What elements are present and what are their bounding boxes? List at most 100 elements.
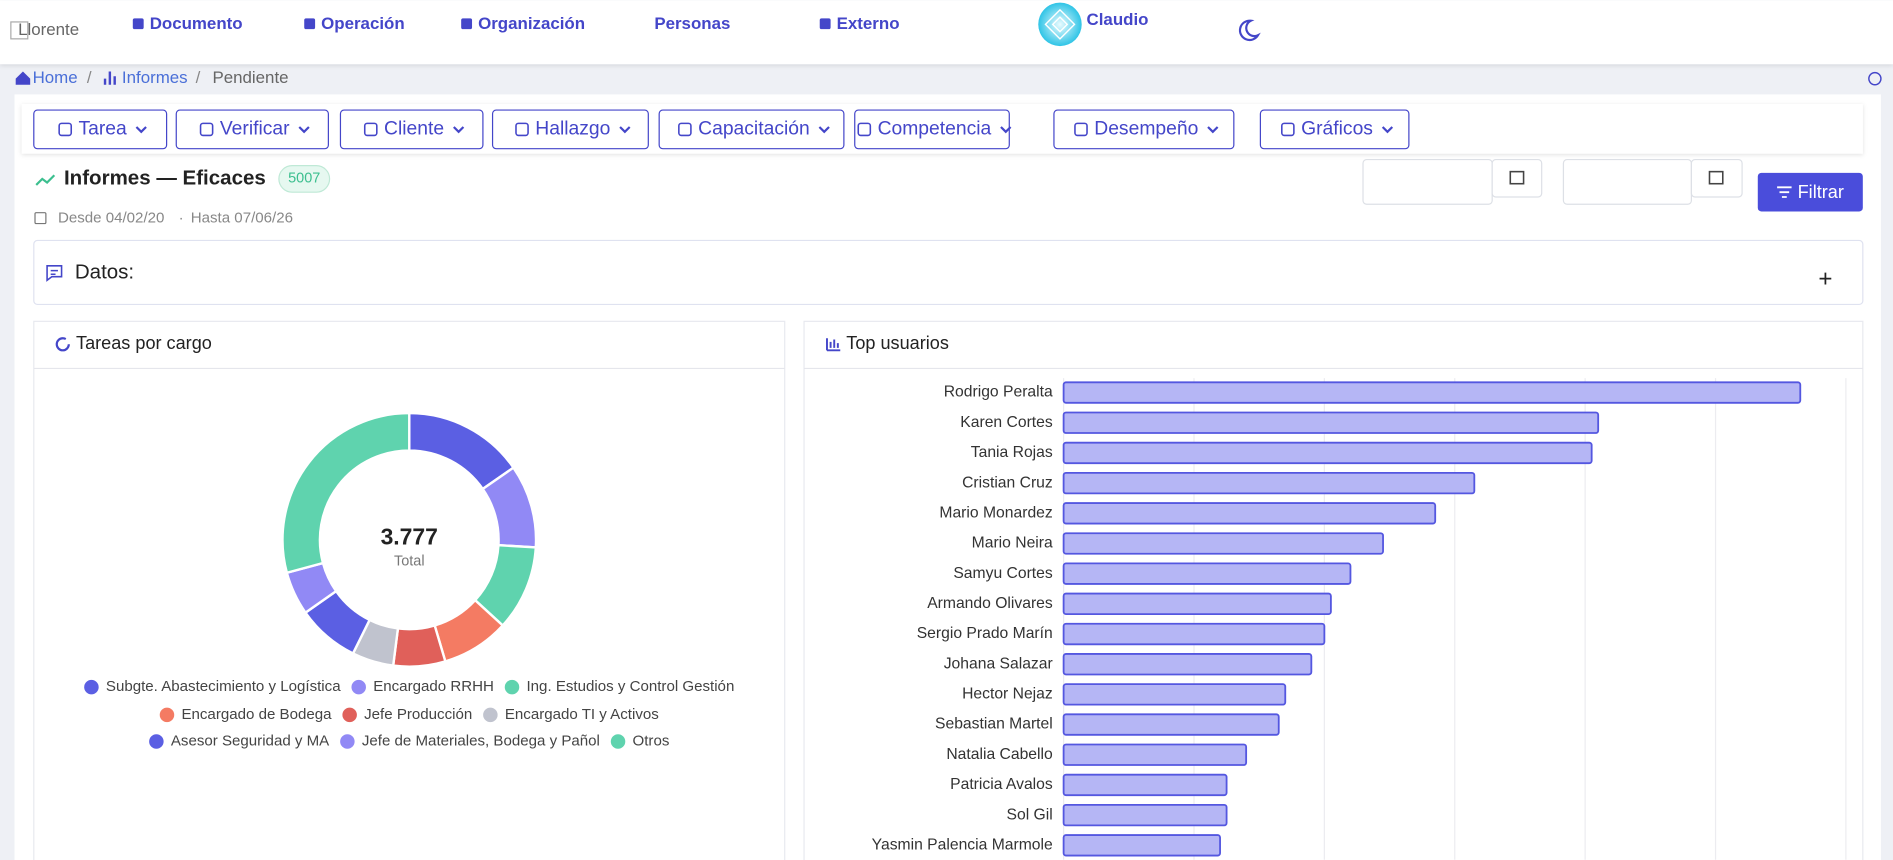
breadcrumb-informes[interactable]: Informes bbox=[122, 68, 188, 87]
toolbar-button[interactable] bbox=[33, 109, 168, 150]
donut-segment[interactable] bbox=[281, 411, 411, 575]
toolbar-button[interactable] bbox=[339, 109, 484, 150]
legend-swatch bbox=[504, 679, 520, 695]
toolbar-button[interactable] bbox=[175, 109, 329, 150]
legend: Subgte. Abastecimiento y Logística Encarg… bbox=[84, 678, 734, 749]
date-picker-button[interactable] bbox=[1690, 158, 1743, 198]
legend-item[interactable]: Otros bbox=[610, 732, 670, 749]
toolbar-button[interactable] bbox=[658, 109, 845, 150]
trend-icon bbox=[35, 174, 56, 186]
date-picker-button[interactable] bbox=[1491, 158, 1543, 198]
legend-swatch bbox=[159, 707, 175, 723]
comment-icon bbox=[46, 265, 63, 282]
toolbar-label[interactable]: Capacitación bbox=[698, 118, 810, 139]
legend-item[interactable]: Subgte. Abastecimiento y Logística bbox=[84, 678, 341, 695]
legend-item[interactable]: Encargado RRHH bbox=[351, 678, 494, 695]
bar-category-label: Samyu Cortes bbox=[953, 565, 1053, 582]
date-input-to[interactable] bbox=[1562, 158, 1692, 205]
home-icon bbox=[15, 71, 31, 85]
toolbar-icon bbox=[857, 122, 872, 137]
toolbar-label[interactable]: Desempeño bbox=[1094, 118, 1198, 139]
breadcrumb-separator: / bbox=[87, 68, 92, 87]
legend-label: Asesor Seguridad y MA bbox=[171, 732, 330, 749]
bar[interactable] bbox=[1062, 653, 1313, 676]
date-input-from[interactable] bbox=[1362, 158, 1493, 205]
bar[interactable] bbox=[1062, 743, 1248, 766]
toolbar-button[interactable] bbox=[491, 109, 649, 150]
breadcrumb-home[interactable]: Home bbox=[33, 68, 78, 87]
bar-category-label: Yasmin Palencia Marmole bbox=[872, 836, 1053, 853]
bar[interactable] bbox=[1062, 803, 1228, 827]
legend-swatch bbox=[342, 707, 357, 723]
nav-icon bbox=[132, 18, 144, 30]
theme-toggle[interactable] bbox=[1238, 19, 1261, 42]
calendar-icon bbox=[1509, 170, 1525, 185]
bar[interactable] bbox=[1062, 381, 1802, 404]
nav-item[interactable]: Operación bbox=[321, 14, 405, 33]
chart-icon bbox=[103, 71, 116, 85]
donut-card bbox=[33, 320, 786, 860]
bar-category-label: Tania Rojas bbox=[971, 444, 1053, 461]
bar[interactable] bbox=[1062, 441, 1593, 465]
toolbar-label[interactable]: Verificar bbox=[220, 118, 290, 139]
legend-item[interactable]: Jefe de Materiales, Bodega y Pañol bbox=[340, 732, 600, 749]
datos-title: Datos: bbox=[75, 260, 134, 283]
bar[interactable] bbox=[1062, 562, 1352, 585]
nav-item[interactable]: Organización bbox=[478, 14, 585, 33]
bar[interactable] bbox=[1062, 773, 1228, 797]
nav-item[interactable]: Externo bbox=[837, 14, 900, 33]
donut-segment[interactable] bbox=[391, 624, 447, 668]
donut-title: Tareas por cargo bbox=[76, 333, 212, 353]
toolbar-label[interactable]: Tarea bbox=[78, 118, 127, 139]
legend-swatch bbox=[149, 734, 164, 749]
bar[interactable] bbox=[1062, 592, 1332, 616]
legend-label: Encargado de Bodega bbox=[181, 706, 332, 723]
toolbar-label[interactable]: Competencia bbox=[878, 118, 992, 139]
donut-center-value: 3.777 bbox=[381, 524, 438, 550]
toolbar-button[interactable] bbox=[1259, 109, 1410, 150]
avatar-pattern bbox=[1044, 8, 1076, 40]
datos-toggle[interactable]: + bbox=[1818, 266, 1832, 293]
legend-item[interactable]: Ing. Estudios y Control Gestión bbox=[504, 678, 735, 695]
breadcrumb-current: Pendiente bbox=[212, 68, 288, 87]
filter-label[interactable]: Filtrar bbox=[1798, 182, 1844, 202]
bar[interactable] bbox=[1062, 713, 1280, 736]
user-name[interactable]: Claudio bbox=[1087, 10, 1149, 29]
bar[interactable] bbox=[1062, 471, 1476, 495]
toolbar-button[interactable] bbox=[1053, 109, 1235, 150]
bar[interactable] bbox=[1062, 683, 1287, 706]
bar-category-label: Sebastian Martel bbox=[935, 716, 1053, 733]
chevron bbox=[1207, 126, 1219, 134]
bar[interactable] bbox=[1062, 622, 1326, 646]
nav-icon bbox=[304, 18, 316, 30]
toolbar-label[interactable]: Cliente bbox=[384, 118, 444, 139]
legend-item[interactable]: Asesor Seguridad y MA bbox=[149, 732, 330, 749]
nav-item[interactable]: Personas bbox=[654, 14, 730, 33]
calendar-icon bbox=[1708, 170, 1724, 185]
info-icon[interactable] bbox=[1868, 71, 1882, 86]
toolbar-icon bbox=[58, 122, 73, 137]
bar[interactable] bbox=[1062, 834, 1221, 857]
nav-icon bbox=[461, 18, 473, 30]
bar[interactable] bbox=[1062, 411, 1600, 434]
breadcrumb-separator: / bbox=[196, 68, 201, 87]
avatar[interactable] bbox=[1038, 2, 1082, 47]
donut-icon bbox=[55, 337, 70, 352]
filter-button[interactable] bbox=[1757, 172, 1863, 212]
legend-item[interactable]: Encargado TI y Activos bbox=[483, 706, 659, 723]
bar-category-label: Karen Cortes bbox=[960, 414, 1053, 431]
legend-label: Encargado TI y Activos bbox=[505, 706, 659, 723]
logo[interactable]: Llorente bbox=[18, 20, 79, 39]
toolbar-label[interactable]: Hallazgo bbox=[535, 118, 610, 139]
bar[interactable] bbox=[1062, 502, 1437, 525]
nav-item[interactable]: Documento bbox=[150, 14, 243, 33]
nav-icon bbox=[819, 18, 831, 30]
toolbar-label[interactable]: Gráficos bbox=[1301, 118, 1373, 139]
bar[interactable] bbox=[1062, 532, 1384, 555]
legend-item[interactable]: Encargado de Bodega bbox=[159, 706, 332, 723]
bar-title: Top usuarios bbox=[846, 333, 949, 353]
donut-center-label: Total bbox=[394, 553, 425, 569]
chevron bbox=[1000, 126, 1012, 134]
legend-item[interactable]: Jefe Producción bbox=[342, 706, 472, 723]
